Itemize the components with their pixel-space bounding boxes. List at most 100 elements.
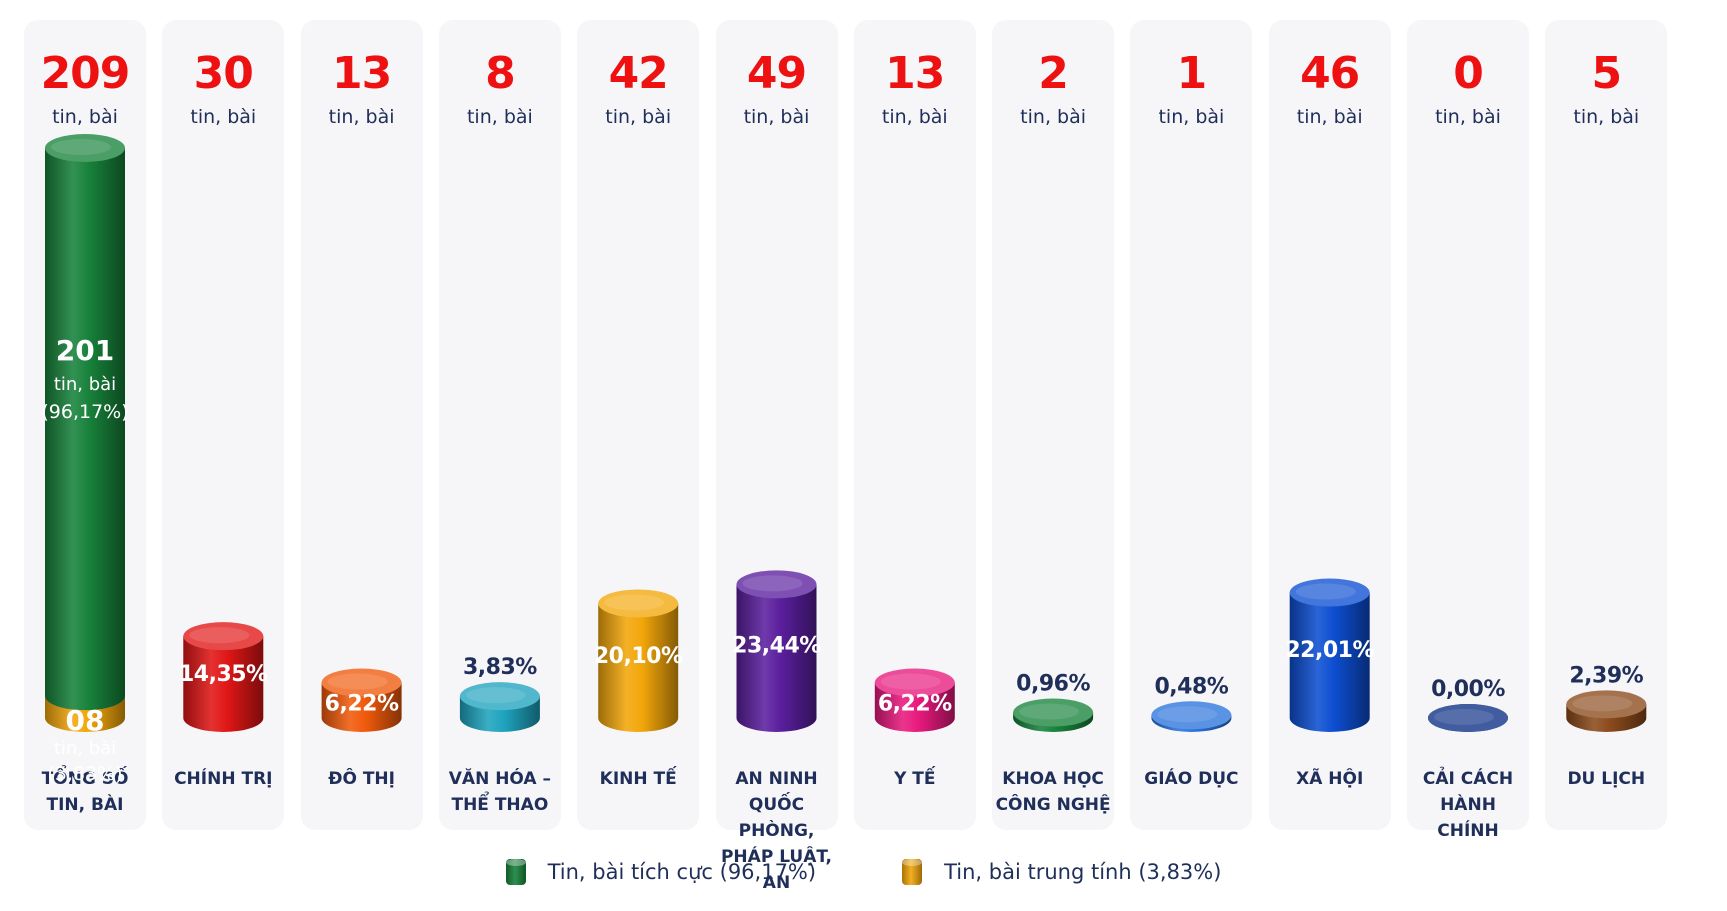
category-label-line: HÀNH CHÍNH: [1437, 795, 1499, 841]
bar-5-cap-shine: [742, 575, 803, 592]
category-label: DU LỊCH: [1545, 766, 1667, 792]
bar-percent-label: 22,01%: [1285, 638, 1374, 663]
bar-percent-label: 14,35%: [179, 662, 268, 687]
category-label-line: CHÍNH TRỊ: [174, 769, 273, 789]
bar-4-cap-shine: [604, 594, 665, 611]
legend-label: Tin, bài tích cực (96,17%): [547, 860, 817, 884]
column-2: 13 tin, bài ĐÔ THỊ: [300, 20, 423, 830]
bar-8-cap-shine: [1157, 706, 1218, 723]
category-label: Y TẾ: [854, 766, 976, 792]
count-label: 0: [1453, 48, 1484, 99]
unit-label: tin, bài: [1020, 106, 1087, 128]
category-label: VĂN HÓA – THỂ THAO: [439, 766, 561, 818]
bar-4-body: [598, 603, 679, 732]
unit-label: tin, bài: [466, 106, 533, 128]
bar-8: [1151, 701, 1232, 733]
unit-label: tin, bài: [881, 106, 948, 128]
category-label: ĐÔ THỊ: [301, 766, 423, 792]
bar-5-body: [736, 584, 817, 733]
count-label: 2: [1038, 48, 1069, 99]
bar-positive-body: [45, 148, 125, 711]
count-label: 30: [193, 48, 254, 99]
unit-label: tin, bài: [605, 106, 672, 128]
count-label: 209: [40, 48, 131, 99]
bar-percent-label: 23,44%: [732, 634, 821, 659]
positive-percent-label: (96,17%): [41, 401, 128, 423]
legend-swatch: [505, 859, 526, 885]
unit-label: tin, bài: [1573, 106, 1640, 128]
unit-label: tin, bài: [1158, 106, 1225, 128]
count-label: 13: [885, 48, 945, 99]
bar-3-cap-shine: [465, 687, 526, 704]
count-label: 5: [1591, 48, 1622, 99]
bar-2-cap-shine: [327, 673, 388, 690]
category-label-line: CÔNG NGHỆ: [995, 795, 1111, 815]
unit-label: tin, bài: [52, 106, 118, 128]
legend-item: Tin, bài trung tính (3,83%): [902, 859, 1221, 885]
category-label-line: ĐÔ THỊ: [328, 769, 395, 789]
category-label: KHOA HỌC CÔNG NGHỆ: [992, 766, 1114, 818]
legend-swatch: [902, 859, 923, 885]
bar-2: [321, 668, 402, 733]
neutral-count-label: 08: [66, 704, 105, 737]
neutral-percent-label: (3,83%): [47, 763, 122, 785]
bar-7: [1013, 698, 1094, 733]
bar-1-body: [183, 636, 264, 733]
category-label-line: THỂ THAO: [451, 795, 549, 815]
bar-10: [1428, 704, 1508, 732]
count-label: 49: [746, 48, 807, 99]
bar-percent-label: 20,10%: [594, 644, 683, 669]
bar-5: [736, 570, 817, 733]
bar-9-body: [1289, 592, 1370, 733]
bar-percent-label: 6,22%: [325, 691, 399, 716]
bar-6-cap-shine: [880, 673, 941, 690]
category-label: CHÍNH TRỊ: [162, 766, 284, 792]
category-label-line: KINH TẾ: [599, 769, 677, 789]
count-label: 8: [485, 48, 516, 99]
bar-positive: [45, 134, 125, 711]
count-label: 46: [1300, 48, 1360, 99]
column-6: 13 tin, bài Y TẾ: [853, 20, 976, 830]
category-label-line: QUỐC PHÒNG,: [738, 795, 815, 841]
positive-unit-label: tin, bài: [54, 374, 116, 395]
bar-1: [183, 622, 264, 733]
category-label-line: AN NINH: [735, 769, 818, 789]
column-7: 2 tin, bài KHOA HỌC CÔNG NGHỆ: [992, 20, 1115, 830]
bar-percent-label: 0,96%: [1016, 672, 1090, 697]
category-label-line: XÃ HỘI: [1296, 769, 1364, 789]
bar-9-cap-shine: [1295, 583, 1356, 600]
category-label-line: VĂN HÓA –: [448, 769, 552, 789]
bar-percent-label: 0,48%: [1154, 674, 1228, 699]
count-label: 1: [1176, 48, 1208, 99]
bar-percent-label: 6,22%: [878, 691, 952, 716]
bar-positive-cap-shine: [51, 139, 111, 155]
bar-6-body: [874, 682, 955, 733]
column-4: 42 tin, bài KINH TẾ: [577, 20, 700, 830]
legend: Tin, bài tích cực (96,17%) Tin, bài trung…: [0, 852, 1727, 892]
count-label: 42: [608, 48, 669, 99]
category-label: KINH TẾ: [577, 766, 699, 792]
column-10: 0 tin, bài CẢI CÁCH HÀNH CHÍNH: [1407, 20, 1529, 841]
category-label-line: CẢI CÁCH: [1422, 769, 1514, 789]
bar-7-cap-shine: [1019, 703, 1080, 720]
bar-11-cap-shine: [1572, 695, 1633, 712]
category-label-line: Y TẾ: [894, 769, 936, 789]
category-label: XÃ HỘI: [1269, 766, 1391, 792]
column-8: 1 tin, bài GIÁO DỤC: [1130, 20, 1253, 830]
category-label-line: TỔNG SỐ: [41, 769, 129, 789]
bar-3: [459, 682, 540, 732]
bar-percent-label: 2,39%: [1569, 663, 1643, 688]
category-label-line: KHOA HỌC: [1002, 769, 1104, 789]
unit-label: tin, bài: [1435, 106, 1501, 128]
bar-11: [1566, 690, 1647, 733]
category-label: AN NINH QUỐC PHÒNG, PHÁP LUẬT, AN: [716, 766, 838, 896]
category-label: GIÁO DỤC: [1130, 766, 1252, 792]
bar-6: [874, 668, 955, 733]
positive-count-label: 201: [56, 334, 114, 367]
category-label-line: AN: [762, 873, 791, 893]
unit-label: tin, bài: [328, 106, 395, 128]
bar-9: [1289, 578, 1370, 733]
neutral-unit-label: tin, bài: [54, 738, 116, 759]
category-label-line: TIN, BÀI: [46, 795, 124, 815]
